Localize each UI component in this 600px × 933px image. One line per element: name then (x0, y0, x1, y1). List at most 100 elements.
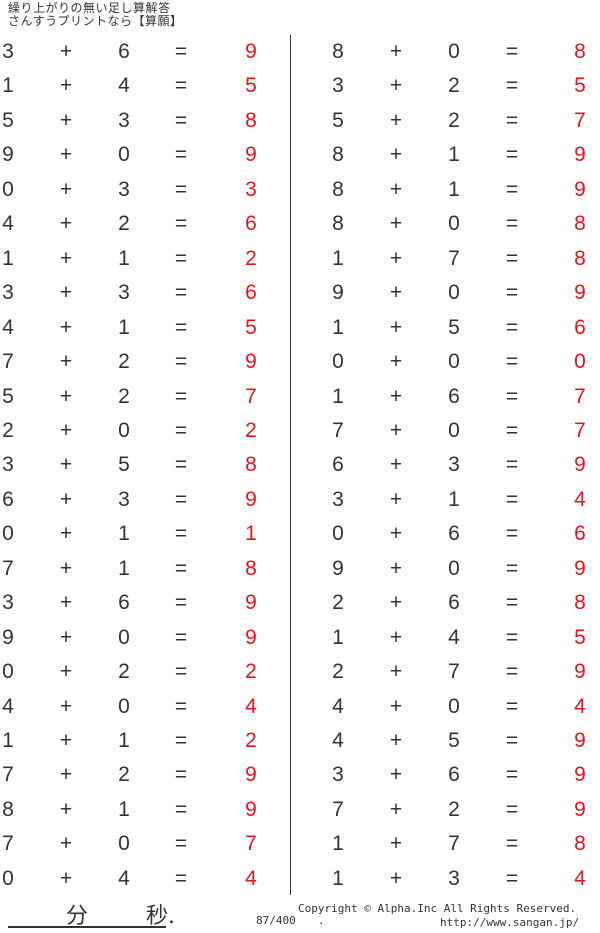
answer: 3 (245, 177, 257, 201)
plus-sign: + (389, 487, 403, 511)
operand-b: 6 (448, 384, 460, 408)
plus-sign: + (389, 212, 403, 236)
operand-b: 6 (118, 40, 130, 63)
plus-sign: + (389, 694, 403, 718)
plus-sign: + (59, 177, 73, 201)
plus-sign: + (389, 453, 403, 477)
operand-a: 3 (2, 281, 14, 305)
operand-a: 1 (332, 384, 344, 408)
operand-b: 0 (448, 694, 460, 718)
operand-a: 8 (332, 40, 344, 63)
equals-sign: = (174, 281, 188, 305)
answer: 9 (574, 143, 586, 167)
answer: 7 (574, 418, 586, 442)
equals-sign: = (174, 625, 188, 649)
answer: 7 (245, 832, 257, 856)
equals-sign: = (505, 418, 519, 442)
answer: 9 (245, 797, 257, 821)
operand-a: 4 (2, 315, 14, 339)
copyright: Copyright © Alpha.Inc All Rights Reserve… (298, 902, 577, 915)
equals-sign: = (505, 350, 519, 374)
operand-a: 1 (332, 866, 344, 890)
operand-b: 0 (118, 143, 130, 167)
equals-sign: = (505, 281, 519, 305)
operand-b: 1 (118, 246, 130, 270)
operand-b: 0 (448, 281, 460, 305)
operand-b: 0 (448, 556, 460, 580)
plus-sign: + (389, 522, 403, 546)
plus-sign: + (59, 453, 73, 477)
equals-sign: = (174, 418, 188, 442)
answer: 9 (574, 556, 586, 580)
operand-a: 1 (332, 246, 344, 270)
operand-b: 2 (118, 763, 130, 787)
equals-sign: = (505, 729, 519, 752)
plus-sign: + (59, 350, 73, 374)
answer: 8 (245, 556, 257, 580)
plus-sign: + (389, 729, 403, 752)
operand-b: 7 (448, 660, 460, 684)
answer: 6 (574, 315, 586, 339)
equals-sign: = (174, 350, 188, 374)
equals-sign: = (505, 453, 519, 477)
plus-sign: + (389, 556, 403, 580)
equals-sign: = (174, 591, 188, 615)
plus-sign: + (389, 315, 403, 339)
equals-sign: = (505, 694, 519, 718)
answer: 8 (574, 212, 586, 236)
operand-a: 7 (2, 763, 14, 787)
operand-a: 8 (332, 143, 344, 167)
equals-sign: = (505, 40, 519, 63)
equals-sign: = (174, 315, 188, 339)
operand-b: 0 (118, 625, 130, 649)
plus-sign: + (389, 40, 403, 63)
answer: 4 (245, 866, 257, 890)
plus-sign: + (59, 591, 73, 615)
operand-a: 1 (2, 74, 14, 98)
plus-sign: + (59, 487, 73, 511)
operand-b: 3 (448, 453, 460, 477)
operand-b: 3 (448, 866, 460, 890)
operand-b: 0 (448, 40, 460, 63)
operand-a: 4 (2, 212, 14, 236)
plus-sign: + (389, 350, 403, 374)
answer: 0 (574, 350, 586, 374)
equals-sign: = (174, 108, 188, 132)
column-divider (290, 35, 291, 895)
worksheet-subtitle: さんすうプリントなら【算願】 (8, 14, 183, 28)
time-line (8, 926, 166, 928)
plus-sign: + (59, 315, 73, 339)
plus-sign: + (389, 177, 403, 201)
equals-sign: = (174, 177, 188, 201)
plus-sign: + (59, 522, 73, 546)
plus-sign: + (59, 246, 73, 270)
operand-a: 1 (2, 729, 14, 752)
answer: 9 (574, 763, 586, 787)
operand-b: 6 (448, 591, 460, 615)
operand-a: 9 (2, 143, 14, 167)
answer: 7 (574, 108, 586, 132)
equals-sign: = (174, 487, 188, 511)
answer: 2 (245, 729, 257, 752)
answer: 8 (245, 453, 257, 477)
operand-b: 6 (118, 591, 130, 615)
operand-a: 2 (332, 591, 344, 615)
plus-sign: + (59, 143, 73, 167)
plus-sign: + (59, 866, 73, 890)
operand-b: 3 (118, 177, 130, 201)
operand-a: 4 (332, 729, 344, 752)
seconds-label: 秒. (146, 904, 175, 929)
answer: 9 (574, 729, 586, 752)
site-url[interactable]: http://www.sangan.jp/ (440, 916, 580, 929)
operand-a: 0 (332, 350, 344, 374)
operand-b: 2 (448, 797, 460, 821)
answer: 9 (245, 763, 257, 787)
equals-sign: = (505, 591, 519, 615)
plus-sign: + (389, 246, 403, 270)
answer: 8 (574, 591, 586, 615)
operand-b: 2 (448, 108, 460, 132)
plus-sign: + (59, 625, 73, 649)
equals-sign: = (505, 763, 519, 787)
answer: 9 (245, 143, 257, 167)
plus-sign: + (389, 281, 403, 305)
